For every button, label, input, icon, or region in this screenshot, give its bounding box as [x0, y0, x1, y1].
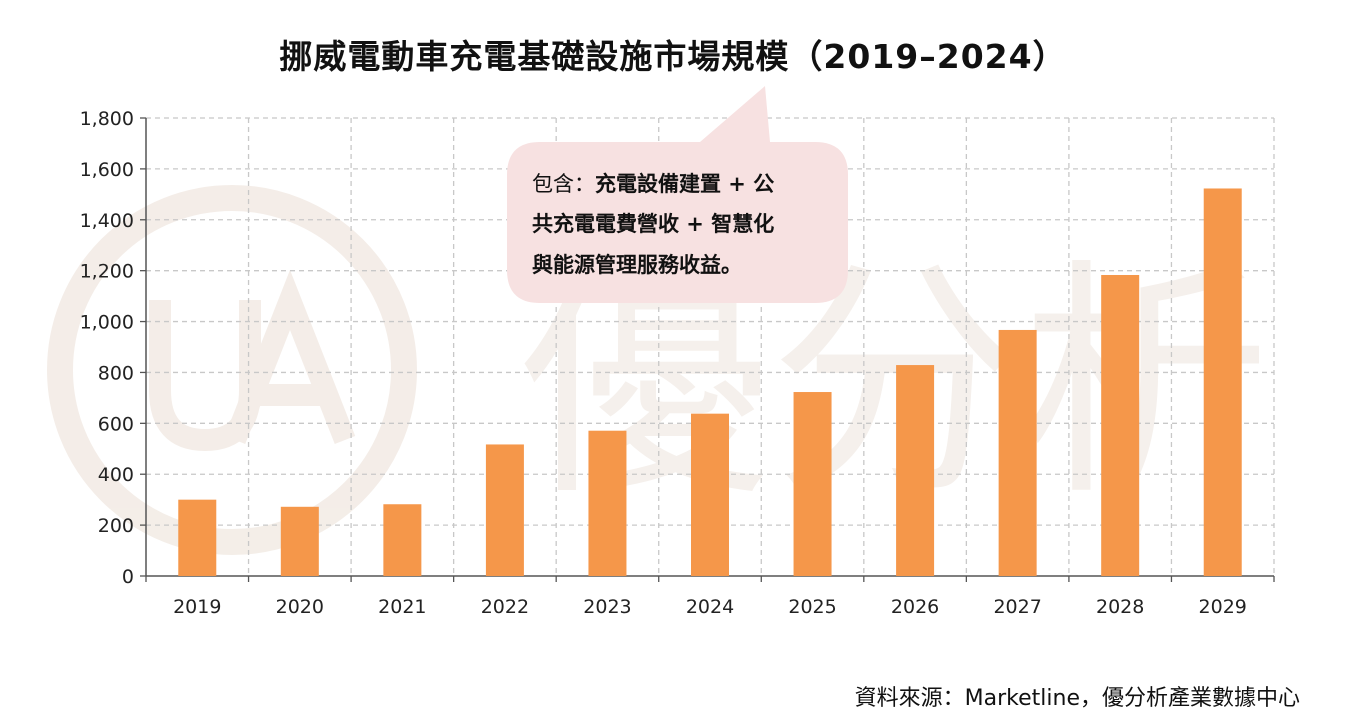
callout-line-1: 包含：充電設備建置 + 公 — [532, 172, 774, 196]
y-tick-label: 200 — [98, 515, 134, 537]
bar-2024 — [691, 413, 729, 576]
x-tick-label: 2022 — [481, 596, 529, 618]
y-tick-label: 800 — [98, 362, 134, 384]
watermark-logo — [47, 185, 417, 555]
y-tick-label: 600 — [98, 413, 134, 435]
y-tick-label: 1,000 — [80, 312, 134, 334]
x-tick-label: 2028 — [1096, 596, 1144, 618]
x-tick-labels: 2019 2020 2021 2022 2023 2024 2025 2026 2027 2028… — [173, 596, 1247, 618]
callout-bubble — [507, 86, 848, 303]
callout-prefix: 包含： — [532, 172, 595, 196]
callout: 包含：充電設備建置 + 公 共充電電費營收 + 智慧化 與能源管理服務收益。 — [507, 86, 848, 303]
bar-2027 — [998, 329, 1037, 576]
x-tick-label: 2025 — [788, 596, 836, 618]
y-tick-label: 1,400 — [80, 210, 134, 232]
y-tick-label: 1,600 — [80, 159, 134, 181]
bar-2021 — [383, 504, 422, 576]
bar-2022 — [485, 444, 524, 576]
callout-line-1-text: 充電設備建置 + 公 — [595, 172, 774, 196]
callout-line-3: 與能源管理服務收益。 — [532, 253, 742, 277]
bar-2028 — [1101, 274, 1140, 576]
x-tick-label: 2023 — [583, 596, 631, 618]
x-tick-label: 2021 — [378, 596, 426, 618]
x-tick-label: 2026 — [891, 596, 939, 618]
source-note: 資料來源：Marketline，優分析產業數據中心 — [854, 686, 1300, 711]
y-tick-label: 1,200 — [80, 261, 134, 283]
bar-2026 — [896, 365, 935, 576]
bars — [178, 188, 1242, 576]
bar-2029 — [1203, 188, 1242, 576]
y-tick-label: 0 — [122, 566, 134, 588]
x-tick-label: 2029 — [1199, 596, 1247, 618]
y-tick-label: 1,800 — [80, 108, 134, 130]
bar-2025 — [793, 392, 832, 576]
x-tick-label: 2019 — [173, 596, 221, 618]
bar-2019 — [178, 499, 217, 576]
callout-line-2: 共充電電費營收 + 智慧化 — [532, 212, 774, 236]
bar-2023 — [588, 430, 627, 576]
y-tick-labels: 0 200 400 600 800 1,000 1,200 1,400 1,600 1,800 — [80, 108, 134, 588]
x-tick-label: 2020 — [276, 596, 324, 618]
chart-title: 挪威電動車充電基礎設施市場規模（2019–2024） — [279, 37, 1067, 76]
y-tick-label: 400 — [98, 464, 134, 486]
x-tick-label: 2024 — [686, 596, 734, 618]
bar-2020 — [280, 506, 319, 576]
x-tick-label: 2027 — [993, 596, 1041, 618]
